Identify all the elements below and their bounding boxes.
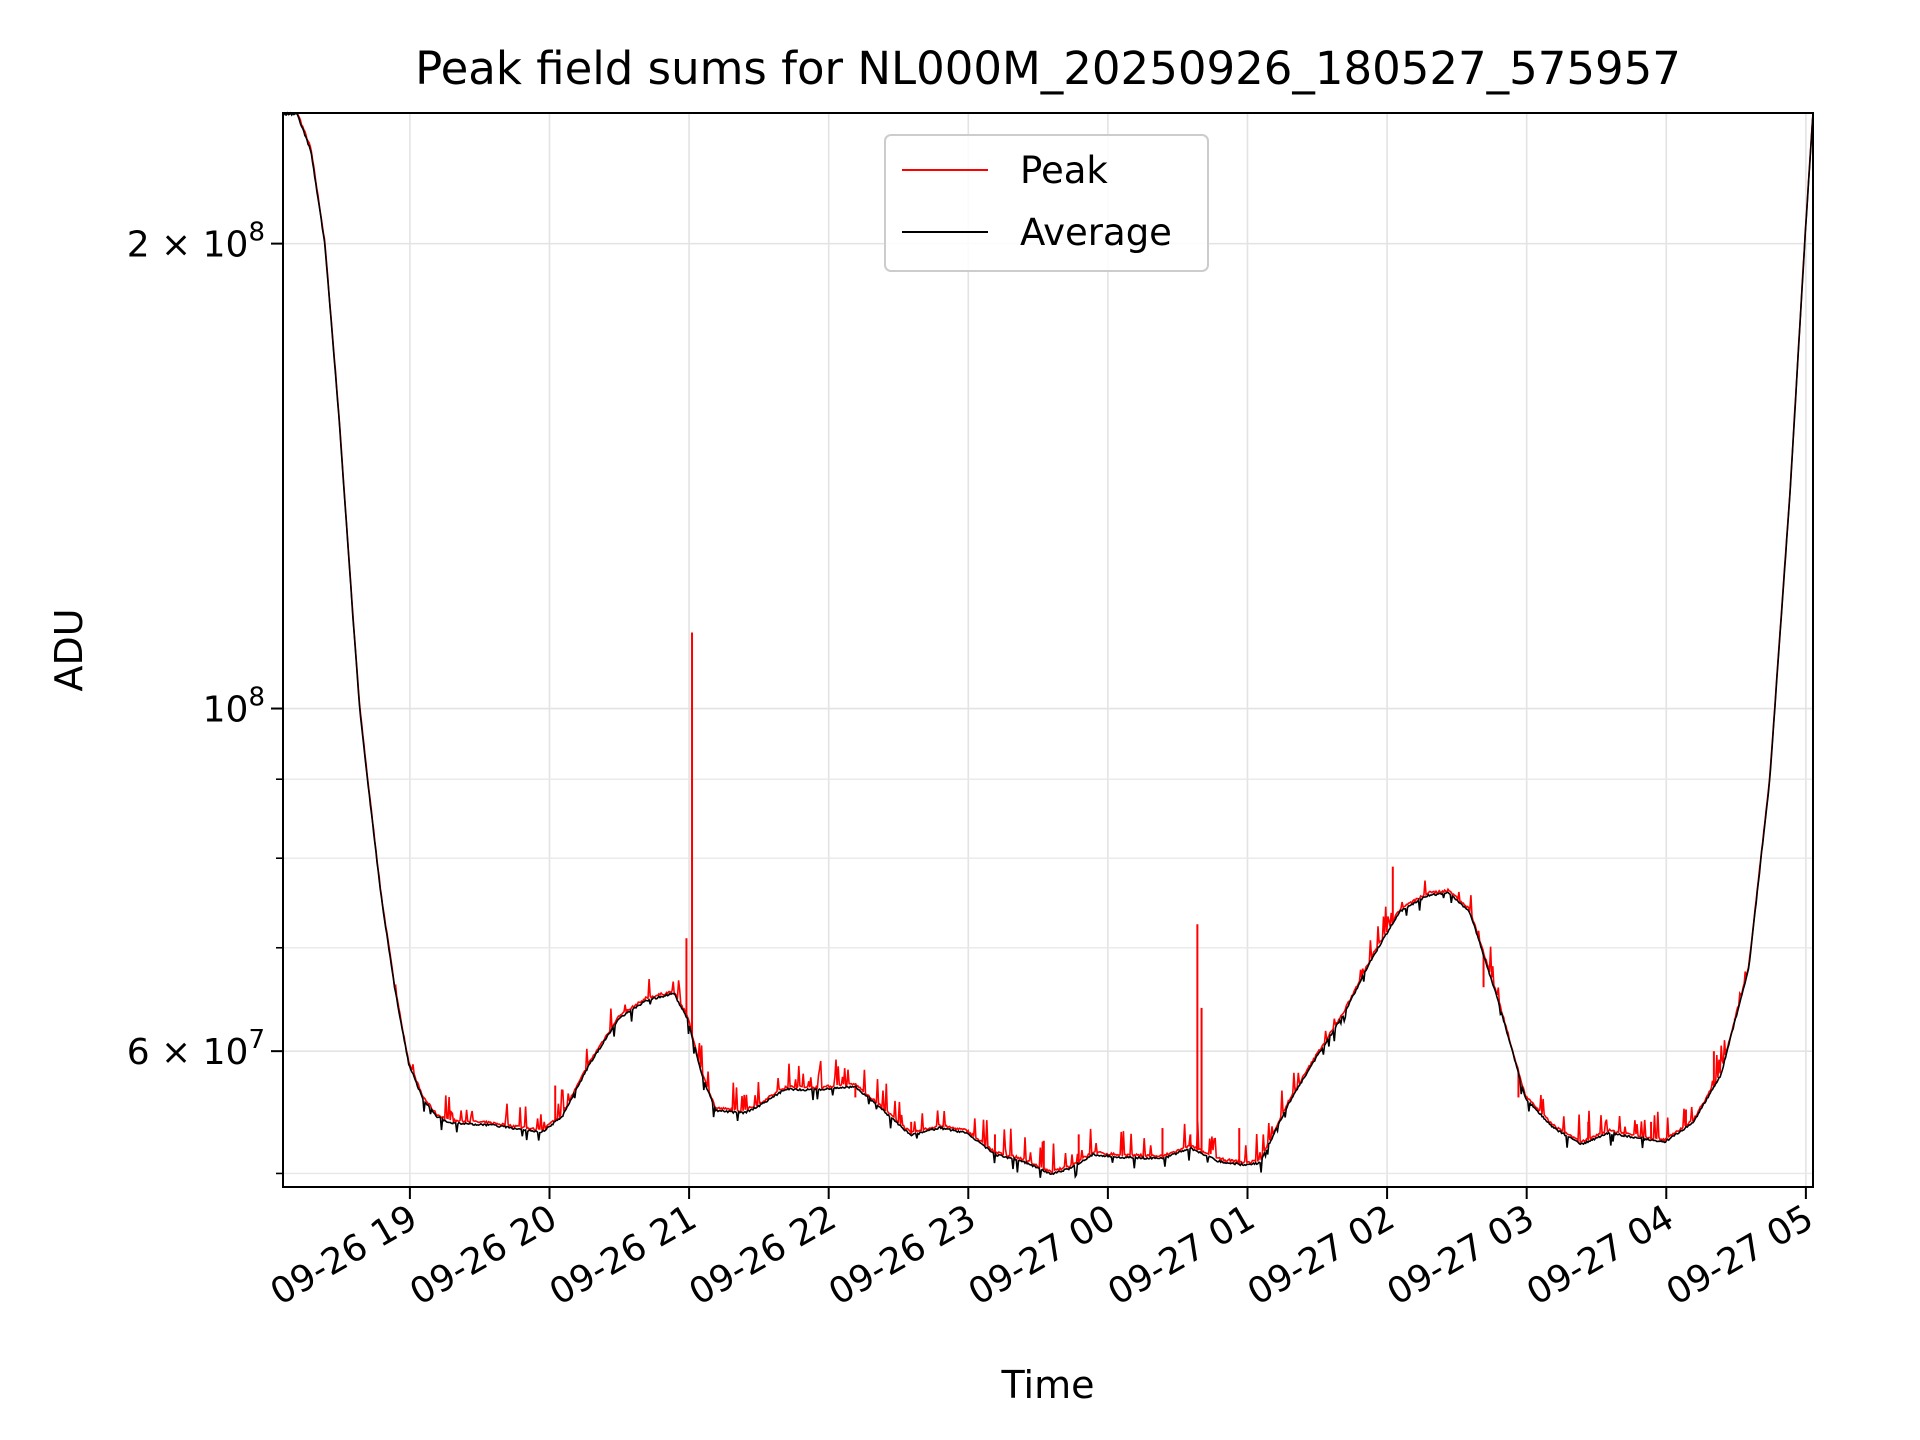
legend-label-average: Average (1020, 211, 1172, 254)
y-axis-label: ADU (47, 608, 91, 691)
y-tick-label: 108 (203, 683, 265, 731)
series-line-average (282, 111, 1814, 1179)
series-line-peak (283, 112, 1814, 1174)
plot-frame (282, 112, 1814, 1188)
y-tick-label: 2 × 108 (127, 218, 265, 266)
legend-label-peak: Peak (1020, 149, 1108, 192)
legend: Peak Average (884, 134, 1209, 272)
series-layer (282, 111, 1814, 1179)
x-axis-label: Time (1001, 1363, 1095, 1407)
y-tick-label: 6 × 107 (127, 1025, 265, 1073)
chart-title: Peak field sums for NL000M_20250926_1805… (415, 42, 1681, 95)
